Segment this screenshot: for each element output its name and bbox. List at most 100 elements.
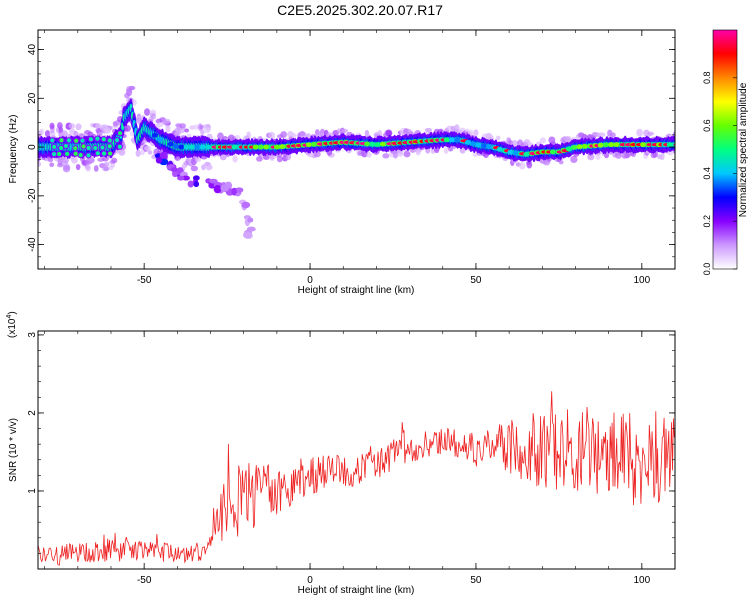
heat-cell (276, 155, 283, 163)
heat-cell (162, 120, 169, 125)
heat-cell (62, 165, 71, 173)
spectrogram-y-tick-label: 0 (27, 144, 38, 150)
heat-cell (183, 144, 190, 150)
heat-cell (246, 131, 251, 139)
heat-cell (374, 142, 381, 147)
heat-cell (602, 142, 609, 148)
heat-cell (85, 164, 91, 172)
heat-cell (659, 153, 665, 161)
heat-cell (369, 141, 376, 147)
spectrogram-y-tick-label: 40 (27, 44, 38, 56)
heat-cell (68, 123, 76, 129)
chart-title: C2E5.2025.302.20.07.R17 (277, 2, 443, 18)
heat-cell (364, 129, 370, 138)
heat-cell (231, 144, 238, 150)
heat-cell (595, 152, 601, 161)
heat-cell (184, 128, 190, 133)
heat-cell (100, 136, 107, 143)
heat-cell (201, 164, 206, 171)
colorbar: 0.0 0.2 0.4 0.6 0.8 Normalized spectral ampl… (702, 29, 749, 275)
heat-cell (604, 152, 610, 159)
heat-cell (507, 149, 514, 155)
heat-cell (257, 144, 264, 150)
heat-cell (480, 143, 487, 149)
heat-cell (231, 187, 237, 196)
heat-cell (280, 131, 287, 139)
heat-cell (213, 185, 222, 194)
heat-cell (608, 142, 615, 148)
heat-cell (140, 149, 145, 156)
heat-cell (99, 144, 106, 151)
heat-cell (62, 142, 70, 150)
heat-cell (87, 136, 94, 143)
heat-cell (194, 144, 201, 150)
heat-cell (581, 143, 588, 149)
snr-panel: -50 0 50 100 1 2 3 Height of straight line (km… (6, 311, 676, 596)
heat-cell (170, 167, 178, 172)
spectrogram-x-axis-label: Height of straight line (km) (298, 285, 415, 296)
heat-cell (203, 126, 211, 134)
spectrogram-x-tick-label: 100 (633, 275, 650, 286)
heat-cell (157, 136, 164, 142)
heat-cell (118, 149, 126, 156)
heat-cell (85, 152, 92, 159)
heat-cell (565, 146, 572, 152)
heat-cell (305, 142, 312, 148)
heat-cell (495, 135, 501, 141)
colorbar-tick-label: 0.8 (702, 72, 712, 85)
heat-cell (65, 137, 73, 144)
heat-cell (106, 137, 113, 144)
heat-cell (144, 108, 151, 116)
heat-cell (647, 131, 655, 136)
heat-cell (241, 201, 251, 209)
heat-cell (587, 153, 595, 161)
heat-cell (199, 144, 206, 150)
heat-cell (243, 231, 252, 239)
heat-cell (232, 155, 238, 163)
heat-cell (558, 160, 564, 165)
heat-cell (75, 123, 82, 131)
heat-cell (475, 142, 482, 148)
heat-cell (49, 122, 55, 130)
heat-cell (512, 150, 519, 156)
heat-cell (473, 129, 479, 137)
spectrogram-y-tick-label: -40 (27, 237, 38, 252)
heat-cell (113, 137, 121, 144)
heat-cell (454, 137, 461, 143)
heat-cell (464, 139, 471, 145)
heat-cell (576, 144, 583, 150)
heat-cell (415, 149, 421, 156)
heat-cell (613, 142, 620, 148)
heat-cell (470, 141, 477, 147)
spectrogram-y-tick-label: 20 (27, 92, 38, 104)
heat-cell (313, 150, 321, 158)
colorbar-tick-label: 0.4 (702, 167, 712, 180)
heat-cell (636, 128, 643, 137)
heat-cell (92, 144, 99, 152)
heat-cell (124, 92, 130, 99)
heat-cell (247, 217, 254, 223)
heat-cell (382, 153, 390, 159)
heat-cell (443, 147, 449, 155)
colorbar-ticks: 0.0 0.2 0.4 0.6 0.8 (702, 72, 737, 275)
heat-cell (424, 127, 433, 132)
heat-cell (80, 143, 87, 150)
svg-text:(x104): (x104) (6, 311, 18, 338)
heat-cell (144, 145, 152, 151)
heat-cell (539, 137, 546, 144)
heat-cell (47, 157, 54, 163)
heat-cell (519, 162, 526, 170)
spectrogram-y-tick-label: -20 (27, 188, 38, 203)
heat-cell (598, 132, 606, 138)
heat-cell (73, 137, 80, 144)
heat-cell (377, 130, 383, 137)
heat-cell (110, 163, 116, 168)
heat-cell (116, 143, 123, 150)
heat-cell (443, 137, 450, 143)
heat-cell (100, 150, 108, 157)
heat-cell (177, 175, 185, 181)
spectrogram-panel: -50 0 50 100 -40 -20 0 20 40 Height of straight … (8, 29, 676, 296)
heat-cell (173, 144, 180, 149)
snr-series-line (38, 391, 675, 566)
